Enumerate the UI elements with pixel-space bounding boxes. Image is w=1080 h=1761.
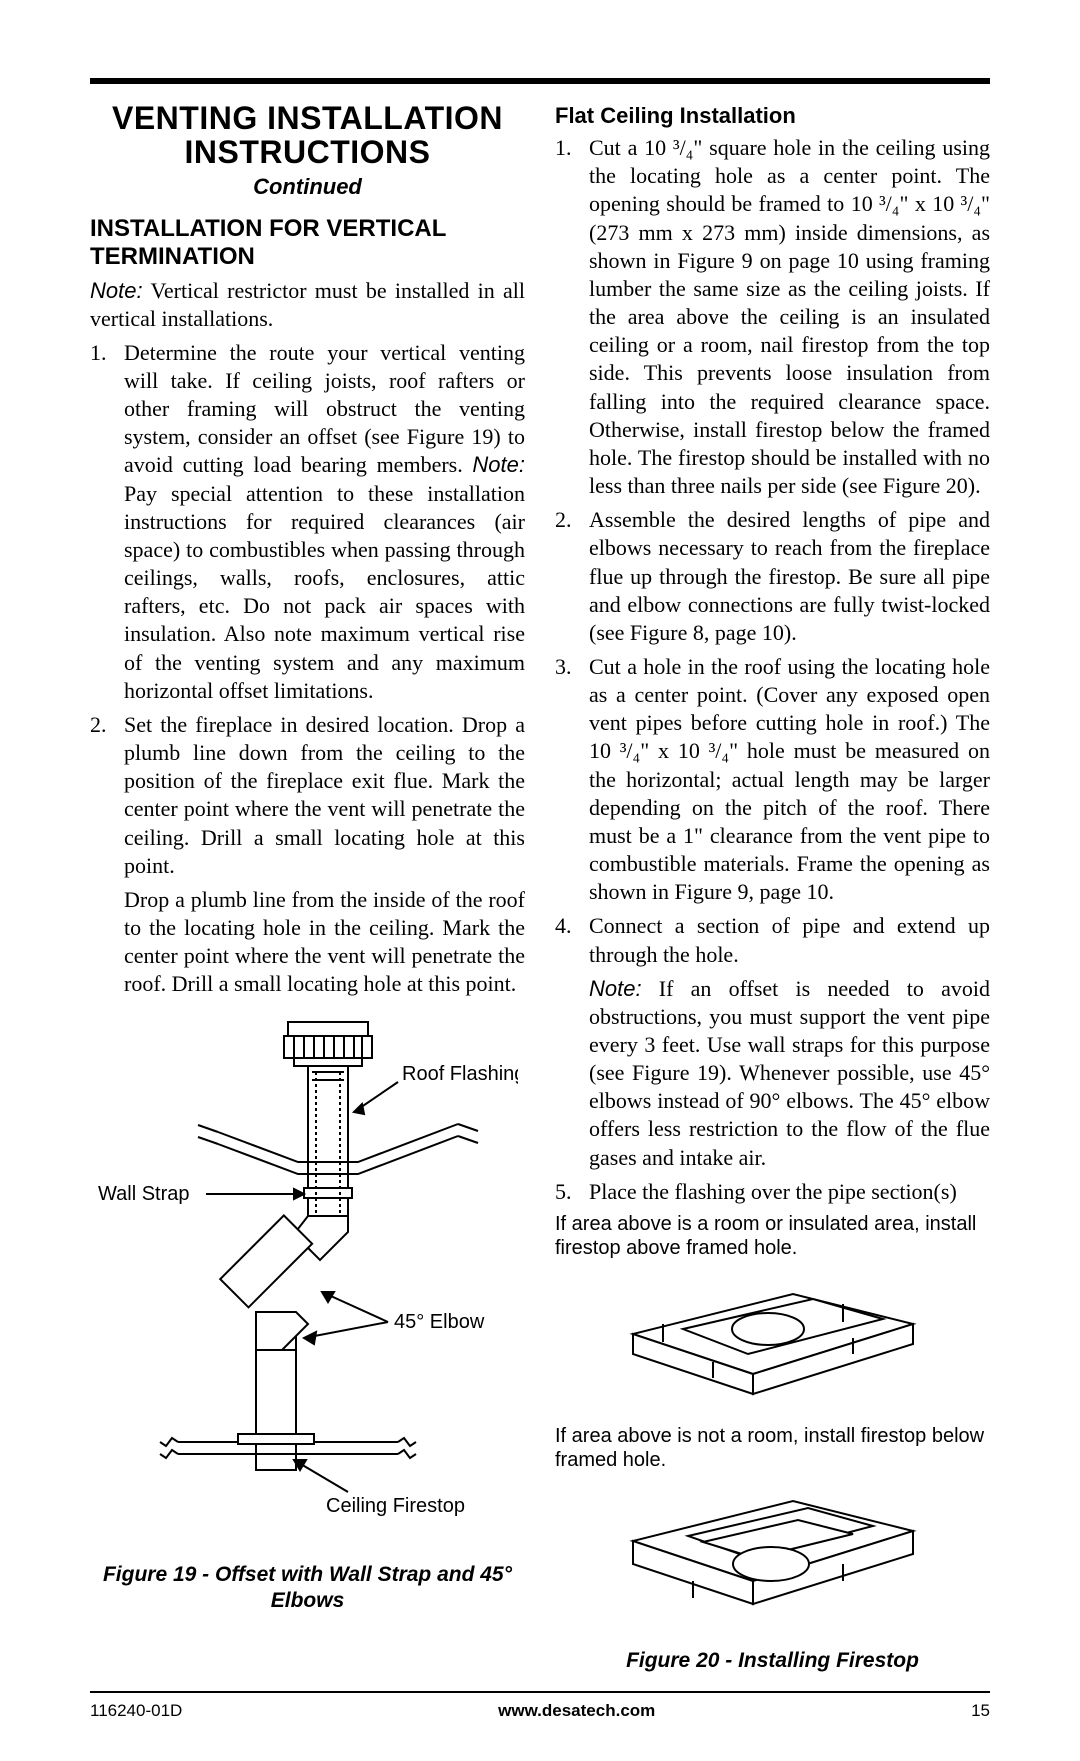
- fig20-note-below: If area above is not a room, install fir…: [555, 1424, 990, 1472]
- right-column: Flat Ceiling Installation 1. Cut a 10 ³/…: [555, 102, 990, 1673]
- figure-19-caption: Figure 19 - Offset with Wall Strap and 4…: [90, 1562, 525, 1612]
- right-item-5: 5. Place the flashing over the pipe sect…: [555, 1178, 990, 1206]
- figure-20-caption: Figure 20 - Installing Firestop: [555, 1648, 990, 1673]
- item-num: 1.: [90, 339, 124, 705]
- item-num: 2.: [90, 711, 124, 999]
- footer-left: 116240-01D: [90, 1701, 182, 1721]
- footer-center: www.desatech.com: [498, 1701, 655, 1721]
- title-line1: VENTING INSTALLATION: [112, 100, 503, 136]
- item4-text-b: If an offset is needed to avoid obstruct…: [589, 976, 990, 1170]
- text-b: Pay special attention to these installat…: [124, 481, 525, 703]
- figure-20-top: [593, 1274, 953, 1414]
- title-line2: INSTRUCTIONS: [185, 134, 431, 170]
- label-elbow: 45° Elbow: [394, 1311, 485, 1333]
- label-roof-flashing: Roof Flashing: [402, 1063, 518, 1085]
- fig20-note-above: If area above is a room or insulated are…: [555, 1212, 990, 1260]
- left-item-1: 1. Determine the route your vertical ven…: [90, 339, 525, 705]
- footer-right: 15: [971, 1701, 990, 1721]
- top-rule: [90, 78, 990, 84]
- continued-label: Continued: [90, 173, 525, 201]
- item2-p1: Set the fireplace in desired location. D…: [124, 711, 525, 880]
- item-body: Cut a 10 ³/₄" square hole in the ceiling…: [589, 134, 990, 500]
- right-item-2: 2. Assemble the desired lengths of pipe …: [555, 506, 990, 647]
- item-body: Set the fireplace in desired location. D…: [124, 711, 525, 999]
- note-text: Vertical restrictor must be installed in…: [90, 278, 525, 331]
- item-num: 5.: [555, 1178, 589, 1206]
- note-paragraph: Note: Vertical restrictor must be instal…: [90, 277, 525, 333]
- item-body: Cut a hole in the roof using the locatin…: [589, 653, 990, 906]
- section-title: INSTALLATION FOR VERTICAL TERMINATION: [90, 215, 525, 270]
- inline-note-label: Note:: [472, 452, 525, 477]
- flat-ceiling-title: Flat Ceiling Installation: [555, 102, 990, 130]
- item-num: 1.: [555, 134, 589, 500]
- item-body: Place the flashing over the pipe section…: [589, 1178, 990, 1206]
- item-body: Determine the route your vertical ventin…: [124, 339, 525, 705]
- left-column: VENTING INSTALLATION INSTRUCTIONS Contin…: [90, 102, 525, 1673]
- item-num: 3.: [555, 653, 589, 906]
- main-title: VENTING INSTALLATION INSTRUCTIONS: [90, 102, 525, 169]
- right-item-3: 3. Cut a hole in the roof using the loca…: [555, 653, 990, 906]
- page-footer: 116240-01D www.desatech.com 15: [90, 1693, 990, 1721]
- right-item-4: 4. Connect a section of pipe and extend …: [555, 912, 990, 1171]
- item-body: Connect a section of pipe and extend up …: [589, 912, 990, 1171]
- right-list: 1. Cut a 10 ³/₄" square hole in the ceil…: [555, 134, 990, 1206]
- item4-p1: Connect a section of pipe and extend up …: [589, 912, 990, 968]
- item2-p2: Drop a plumb line from the inside of the…: [124, 886, 525, 999]
- right-item-1: 1. Cut a 10 ³/₄" square hole in the ceil…: [555, 134, 990, 500]
- left-list: 1. Determine the route your vertical ven…: [90, 339, 525, 999]
- item-num: 2.: [555, 506, 589, 647]
- note-label: Note:: [90, 278, 143, 303]
- figure-19-diagram: Roof Flashing Wall Strap 45° Elbow Ceili…: [98, 1012, 518, 1552]
- label-ceiling-firestop: Ceiling Firestop: [326, 1495, 465, 1517]
- item-num: 4.: [555, 912, 589, 1171]
- item-body: Assemble the desired lengths of pipe and…: [589, 506, 990, 647]
- figure-20-bottom: [593, 1486, 953, 1636]
- text-a: Determine the route your vertical ventin…: [124, 340, 525, 478]
- inline-note-label: Note:: [589, 976, 642, 1001]
- item4-p2: Note: If an offset is needed to avoid ob…: [589, 975, 990, 1172]
- left-item-2: 2. Set the fireplace in desired location…: [90, 711, 525, 999]
- label-wall-strap: Wall Strap: [98, 1183, 190, 1205]
